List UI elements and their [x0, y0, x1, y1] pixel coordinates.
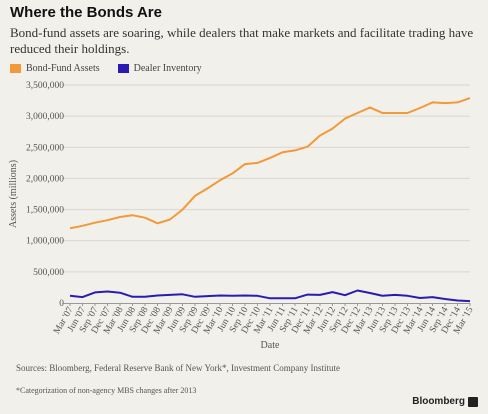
chart-subtitle: Bond-fund assets are soaring, while deal…	[10, 25, 474, 56]
footnote: *Categorization of non-agency MBS change…	[16, 386, 197, 395]
legend-item-bond-fund: Bond-Fund Assets	[10, 63, 100, 74]
series-line-dealer	[69, 289, 471, 303]
y-tick-label: 3,500,000	[26, 81, 64, 91]
y-axis-label: Assets (millions)	[8, 160, 19, 228]
y-tick-label: 500,000	[33, 268, 64, 278]
bloomberg-logo: Bloomberg	[412, 396, 478, 407]
chart-title: Where the Bonds Are	[10, 4, 162, 21]
y-tick-label: 1,000,000	[26, 237, 64, 247]
legend-label-dealer: Dealer Inventory	[133, 63, 202, 74]
legend-label-bond-fund: Bond-Fund Assets	[26, 63, 100, 74]
series-line-bond-fund	[69, 97, 471, 230]
brand-name: Bloomberg	[412, 396, 465, 407]
x-axis-label: Date	[261, 340, 280, 351]
legend-swatch-dealer	[117, 64, 129, 73]
legend: Bond-Fund Assets Dealer Inventory	[10, 63, 220, 74]
legend-item-dealer: Dealer Inventory	[117, 63, 202, 74]
y-tick-label: 2,500,000	[26, 143, 64, 153]
y-tick-label: 1,500,000	[26, 206, 64, 216]
y-tick-label: 3,000,000	[26, 112, 64, 122]
sources-note: Sources: Bloomberg, Federal Reserve Bank…	[16, 363, 341, 373]
legend-swatch-bond-fund	[10, 64, 21, 73]
bloomberg-logo-icon	[468, 396, 478, 407]
y-tick-label: 2,000,000	[26, 174, 64, 184]
y-tick-label: 0	[59, 299, 64, 309]
